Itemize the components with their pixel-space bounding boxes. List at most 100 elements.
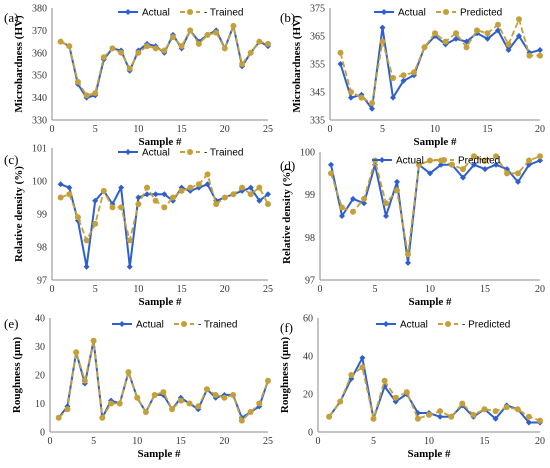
- data-point-predicted: [152, 45, 159, 52]
- data-point-predicted: [427, 157, 433, 164]
- x-tick-label: 5: [380, 124, 385, 135]
- legend-marker: [119, 321, 125, 327]
- data-point-predicted: [177, 397, 184, 404]
- data-point-predicted: [328, 170, 334, 177]
- x-axis-label: Sample #: [137, 448, 181, 460]
- legend-marker: [181, 321, 187, 327]
- y-tick-label: 40: [35, 314, 45, 325]
- series-line-actual: [57, 339, 269, 419]
- legend-label: Predicted: [458, 156, 500, 167]
- x-axis-label: Sample #: [413, 136, 457, 148]
- series-line-predicted: [328, 366, 541, 422]
- data-point-predicted: [195, 403, 202, 410]
- data-point-predicted: [403, 389, 410, 396]
- data-point-predicted: [230, 22, 237, 29]
- data-point-predicted: [503, 404, 510, 411]
- data-point-actual: [405, 259, 411, 266]
- legend-marker: [187, 149, 193, 155]
- data-point-predicted: [144, 184, 151, 191]
- y-tick-label: 10: [35, 399, 45, 410]
- series-line-actual: [330, 159, 541, 264]
- data-point-predicted: [516, 16, 522, 23]
- legend-label: - Trained: [204, 148, 243, 159]
- legend-label: Actual: [142, 8, 170, 19]
- data-point-predicted: [426, 411, 432, 418]
- data-point-actual: [161, 191, 168, 198]
- data-point-predicted: [390, 75, 396, 81]
- panel-f: (f) 0 20 40 60 0 5 10 15 20 Sample # Roughness (μm)…: [279, 314, 545, 461]
- panel-label: (e): [4, 316, 18, 331]
- data-point-actual: [350, 195, 356, 202]
- y-tick-label: 30: [35, 342, 45, 353]
- y-tick-label: 40: [303, 352, 313, 363]
- data-point-actual: [369, 105, 375, 112]
- data-point-predicted: [55, 414, 62, 421]
- data-point-actual: [152, 191, 159, 198]
- y-tick-label: 360: [32, 48, 47, 59]
- data-point-predicted: [57, 38, 64, 45]
- legend-marker: [441, 157, 447, 163]
- legend-label: Actual: [400, 320, 428, 331]
- data-point-predicted: [99, 414, 106, 421]
- data-point-predicted: [358, 94, 365, 101]
- data-point-actual: [337, 61, 344, 67]
- data-point-predicted: [230, 391, 237, 398]
- data-point-actual: [515, 178, 521, 185]
- legend-label: Actual: [142, 148, 170, 159]
- x-tick-label: 5: [371, 436, 376, 447]
- data-point-predicted: [350, 208, 356, 215]
- data-point-actual: [537, 157, 543, 164]
- panel-label: (a): [4, 10, 18, 25]
- x-tick-label: 0: [328, 124, 333, 135]
- data-point-actual: [493, 161, 499, 168]
- y-axis-label: Relative density (%): [281, 168, 293, 264]
- x-tick-label: 25: [263, 436, 273, 447]
- legend-label: Actual: [396, 156, 424, 167]
- legend-marker: [125, 9, 131, 15]
- data-point-predicted: [537, 52, 543, 59]
- data-point-predicted: [493, 153, 499, 160]
- data-point-predicted: [81, 377, 88, 384]
- x-axis-label: Sample #: [408, 296, 452, 308]
- data-point-predicted: [459, 400, 466, 407]
- legend-label: Actual: [398, 8, 426, 19]
- data-point-predicted: [74, 78, 81, 85]
- x-axis-label: Sample #: [138, 296, 182, 308]
- data-point-predicted: [213, 29, 220, 36]
- x-tick-label: 0: [50, 124, 55, 135]
- data-point-actual: [339, 213, 345, 219]
- data-point-predicted: [448, 413, 455, 420]
- data-point-predicted: [83, 92, 90, 99]
- panel-label: (d): [280, 158, 295, 173]
- series-line-actual: [60, 24, 269, 99]
- data-point-predicted: [135, 49, 142, 56]
- x-tick-label: 5: [93, 124, 98, 135]
- data-point-predicted: [265, 377, 271, 384]
- y-tick-label: 101: [32, 144, 47, 155]
- data-point-actual: [144, 191, 151, 198]
- data-point-predicted: [256, 400, 263, 407]
- data-point-actual: [135, 194, 142, 201]
- y-axis-label: Microhardness (HV): [13, 15, 25, 113]
- data-point-predicted: [515, 170, 521, 177]
- data-point-predicted: [256, 38, 263, 45]
- data-point-predicted: [361, 195, 367, 202]
- data-point-actual: [92, 197, 99, 204]
- x-tick-label: 10: [425, 284, 435, 295]
- data-point-predicted: [142, 409, 149, 416]
- panel-label: (f): [280, 320, 293, 335]
- y-tick-label: 100: [300, 148, 315, 159]
- x-tick-label: 0: [318, 284, 323, 295]
- y-tick-label: 97: [37, 276, 47, 287]
- data-point-predicted: [161, 204, 168, 211]
- panel-e: (e) 0 10 20 30 40 0 5 10 15 20 25 Sample # Roughness …: [4, 314, 273, 461]
- data-point-predicted: [204, 171, 211, 178]
- panel-a: (a) 330 340 350 360 370 380 0 5 10 15 20 25 Sample # M…: [4, 4, 273, 149]
- y-tick-label: 340: [32, 93, 47, 104]
- data-point-actual: [537, 47, 543, 53]
- data-point-predicted: [92, 220, 99, 227]
- x-tick-label: 0: [50, 284, 55, 295]
- data-point-predicted: [379, 38, 386, 45]
- data-point-predicted: [134, 394, 141, 401]
- x-tick-label: 20: [219, 436, 229, 447]
